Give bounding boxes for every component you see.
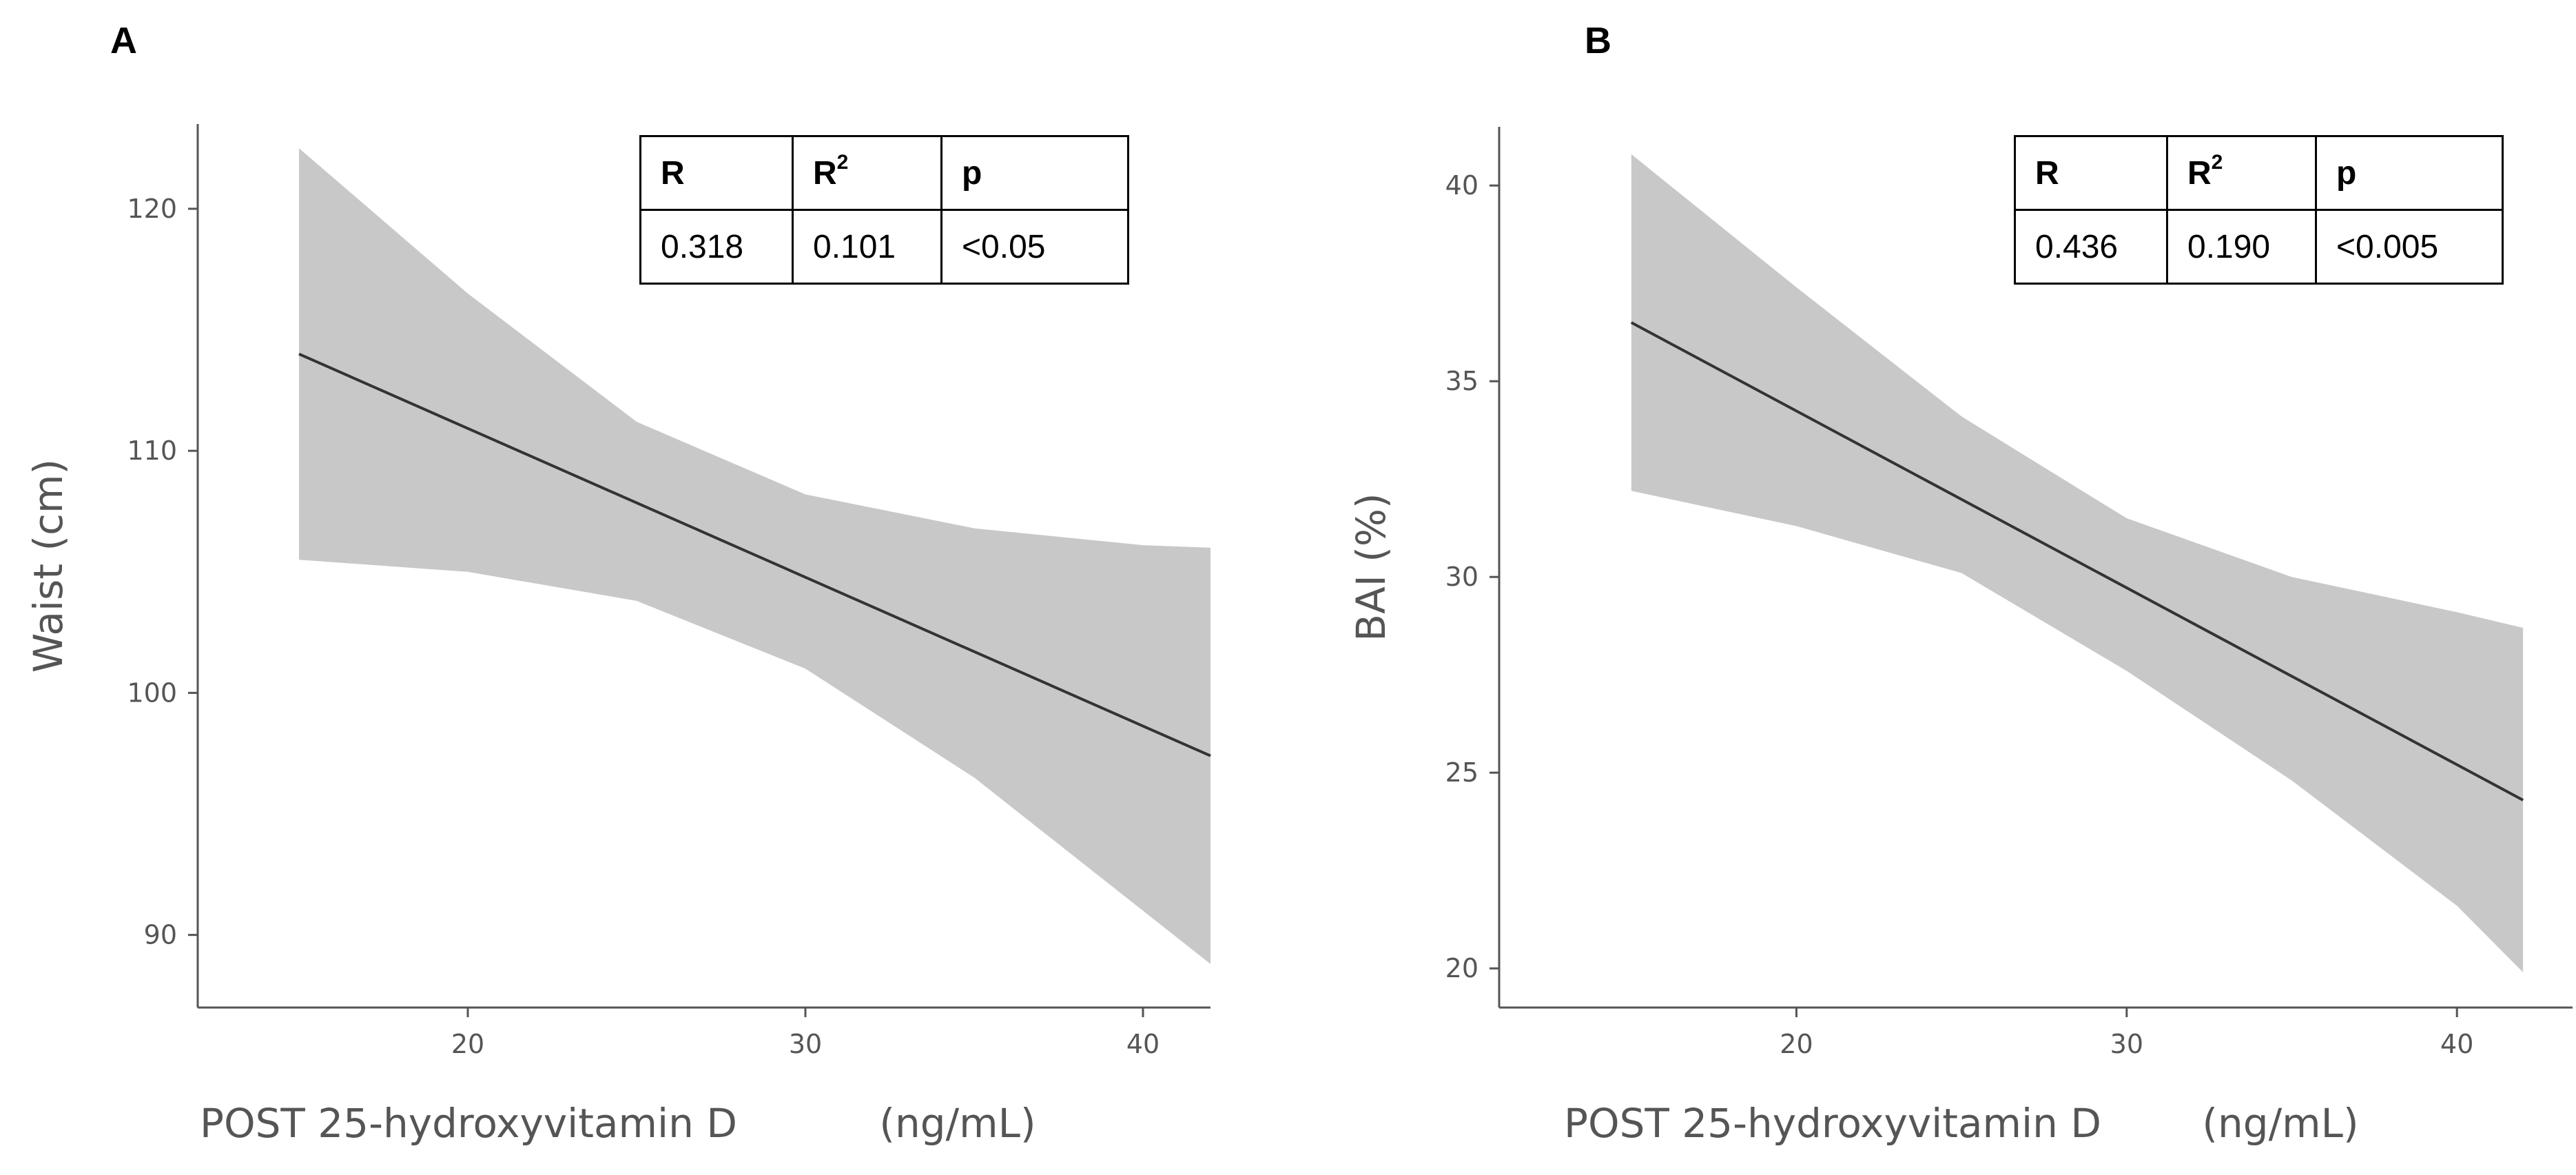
regression-line [298, 352, 1211, 757]
panel-label: B [1585, 20, 1611, 61]
header-p: p [2315, 135, 2504, 211]
panel-b: B 20 25 30 35 40 20 30 40 POST 25-hydroxyvitamin… [1288, 0, 2576, 1175]
y-axis-title: BAI (%) [1348, 493, 1394, 641]
y-tick-label: 40 [1445, 170, 1478, 201]
confidence-band [1631, 154, 2524, 972]
y-tick-label: 120 [127, 194, 177, 224]
x-axis-title: POST 25-hydroxyvitamin D [1564, 1100, 2101, 1147]
x-tick-label: 20 [451, 1029, 484, 1059]
y-tick-label: 110 [127, 436, 177, 466]
value-r: 0.436 [2014, 209, 2168, 285]
x-tick-label: 30 [789, 1029, 822, 1059]
regression-line [1630, 321, 2524, 801]
y-tick-label: 20 [1445, 953, 1478, 983]
value-p: <0.05 [940, 209, 1129, 285]
stats-value-row: 0.318 0.101 <0.05 [639, 209, 1129, 285]
x-tick-label: 40 [2440, 1029, 2473, 1059]
chart-plot: 20 25 30 35 40 20 30 40 POST 25-hydroxyvitamin D… [1348, 127, 2573, 1147]
value-r-squared: 0.190 [2166, 209, 2317, 285]
header-r: R [2014, 135, 2168, 211]
stats-table: R R2 p 0.436 0.190 <0.005 [2014, 135, 2504, 285]
y-tick-label: 100 [127, 677, 177, 708]
chart-plot: 90 100 110 120 20 30 40 POST 25-hydroxyvitamin … [25, 124, 1211, 1147]
superscript-2: 2 [2211, 150, 2223, 174]
x-tick-label: 40 [1126, 1029, 1160, 1059]
stats-header-row: R R2 p [639, 135, 1129, 211]
value-r: 0.318 [639, 209, 794, 285]
header-r: R [639, 135, 794, 211]
stats-table: R R2 p 0.318 0.101 <0.05 [639, 135, 1129, 285]
y-axis-title: Waist (cm) [25, 459, 72, 673]
y-tick-label: 30 [1445, 562, 1478, 592]
x-axis-unit: (ng/mL) [879, 1100, 1035, 1147]
x-tick-label: 20 [1780, 1029, 1813, 1059]
x-axis-unit: (ng/mL) [2202, 1100, 2358, 1147]
header-p: p [940, 135, 1129, 211]
header-r2-base: R [813, 154, 837, 192]
value-p: <0.005 [2315, 209, 2504, 285]
header-r-squared: R2 [2166, 135, 2317, 211]
y-tick-label: 35 [1445, 366, 1478, 396]
y-tick-label: 25 [1445, 757, 1478, 788]
panel-a: A 90 100 110 120 20 30 40 POST 25-hydroxyvitami… [25, 20, 1211, 1147]
value-r-squared: 0.101 [792, 209, 942, 285]
header-r2-base: R [2187, 154, 2212, 192]
header-r-squared: R2 [792, 135, 942, 211]
stats-header-row: R R2 p [2014, 135, 2504, 211]
y-tick-label: 90 [144, 920, 177, 950]
x-axis-title: POST 25-hydroxyvitamin D [200, 1100, 737, 1147]
superscript-2: 2 [836, 150, 849, 174]
panel-label: A [110, 20, 137, 61]
x-tick-label: 30 [2110, 1029, 2143, 1059]
stats-value-row: 0.436 0.190 <0.005 [2014, 209, 2504, 285]
